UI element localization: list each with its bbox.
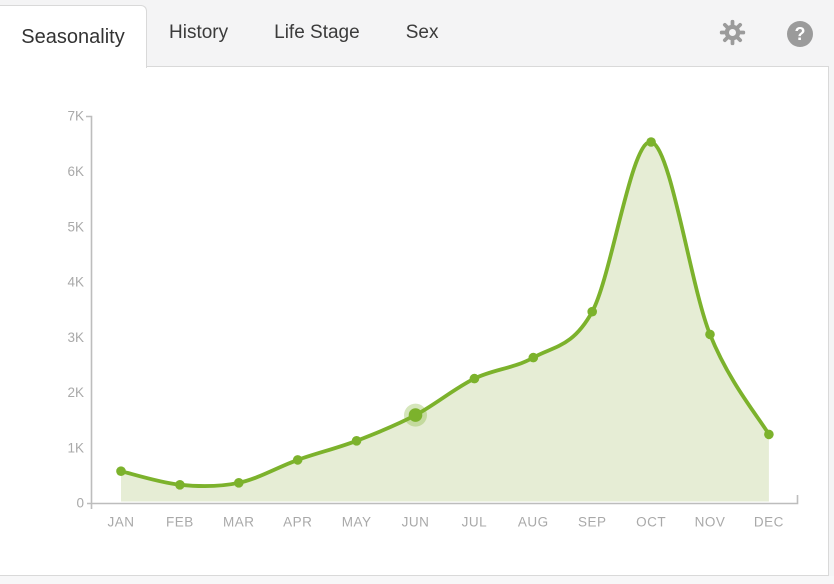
data-point-AUG[interactable] <box>528 352 539 363</box>
y-axis-label-2K: 2K <box>67 385 84 400</box>
data-point-MAR[interactable] <box>234 478 244 488</box>
y-axis-label-3K: 3K <box>67 330 84 345</box>
help-icon-glyph: ? <box>794 24 806 44</box>
month-label-JAN: JAN <box>107 515 134 530</box>
y-axis-label-1K: 1K <box>67 440 84 455</box>
settings-gear-icon[interactable] <box>717 17 748 48</box>
data-point-MAY[interactable] <box>351 436 362 446</box>
month-label-MAY: MAY <box>342 515 372 530</box>
page-background-strip <box>0 576 834 584</box>
chart-area-fill <box>121 141 769 502</box>
data-point-JAN[interactable] <box>116 466 126 477</box>
month-label-JUL: JUL <box>462 515 488 530</box>
month-label-NOV: NOV <box>695 515 726 530</box>
month-label-MAR: MAR <box>223 515 255 530</box>
y-axis-label-6K: 6K <box>67 164 84 179</box>
month-label-FEB: FEB <box>166 515 194 530</box>
tab-bar: Seasonality History Life Stage Sex <box>0 0 834 68</box>
data-point-NOV[interactable] <box>705 329 715 340</box>
data-point-APR[interactable] <box>292 455 303 465</box>
chart-axes <box>86 115 799 509</box>
tab-sex[interactable]: Sex <box>383 0 462 66</box>
seasonality-chart: 0 1K 2K 3K 4K 5K 6K 7K JAN FEB MAR APR MAY JUN JUL AUG S… <box>67 109 799 530</box>
y-axis-label-7K: 7K <box>67 109 84 124</box>
tab-seasonality[interactable]: Seasonality <box>0 5 147 68</box>
inactive-tabs: History Life Stage Sex <box>146 0 461 66</box>
tab-sex-label: Sex <box>405 22 439 43</box>
y-axis-label-4K: 4K <box>67 275 84 290</box>
month-label-SEP: SEP <box>578 515 607 530</box>
month-label-AUG: AUG <box>518 515 549 530</box>
data-point-DEC[interactable] <box>764 429 774 440</box>
data-point-JUN[interactable] <box>408 408 423 422</box>
tab-life-stage-label: Life Stage <box>274 22 360 43</box>
chart-line <box>119 140 771 489</box>
chart-panel: 0 1K 2K 3K 4K 5K 6K 7K JAN FEB MAR APR MAY JUN JUL AUG S… <box>0 66 829 576</box>
tab-life-stage[interactable]: Life Stage <box>251 0 383 66</box>
tab-history[interactable]: History <box>146 0 251 66</box>
tab-history-label: History <box>169 22 229 43</box>
data-point-JUL[interactable] <box>469 373 480 384</box>
data-point-OCT[interactable] <box>646 137 656 147</box>
y-axis-label-0: 0 <box>76 496 84 511</box>
month-label-DEC: DEC <box>754 515 784 530</box>
month-label-APR: APR <box>283 515 312 530</box>
month-label-OCT: OCT <box>636 515 666 530</box>
data-point-FEB[interactable] <box>175 480 185 490</box>
data-point-SEP[interactable] <box>587 306 597 317</box>
month-label-JUN: JUN <box>402 515 430 530</box>
y-axis-label-5K: 5K <box>67 219 84 234</box>
help-icon[interactable]: ? <box>787 21 813 47</box>
tab-seasonality-label: Seasonality <box>21 25 125 48</box>
